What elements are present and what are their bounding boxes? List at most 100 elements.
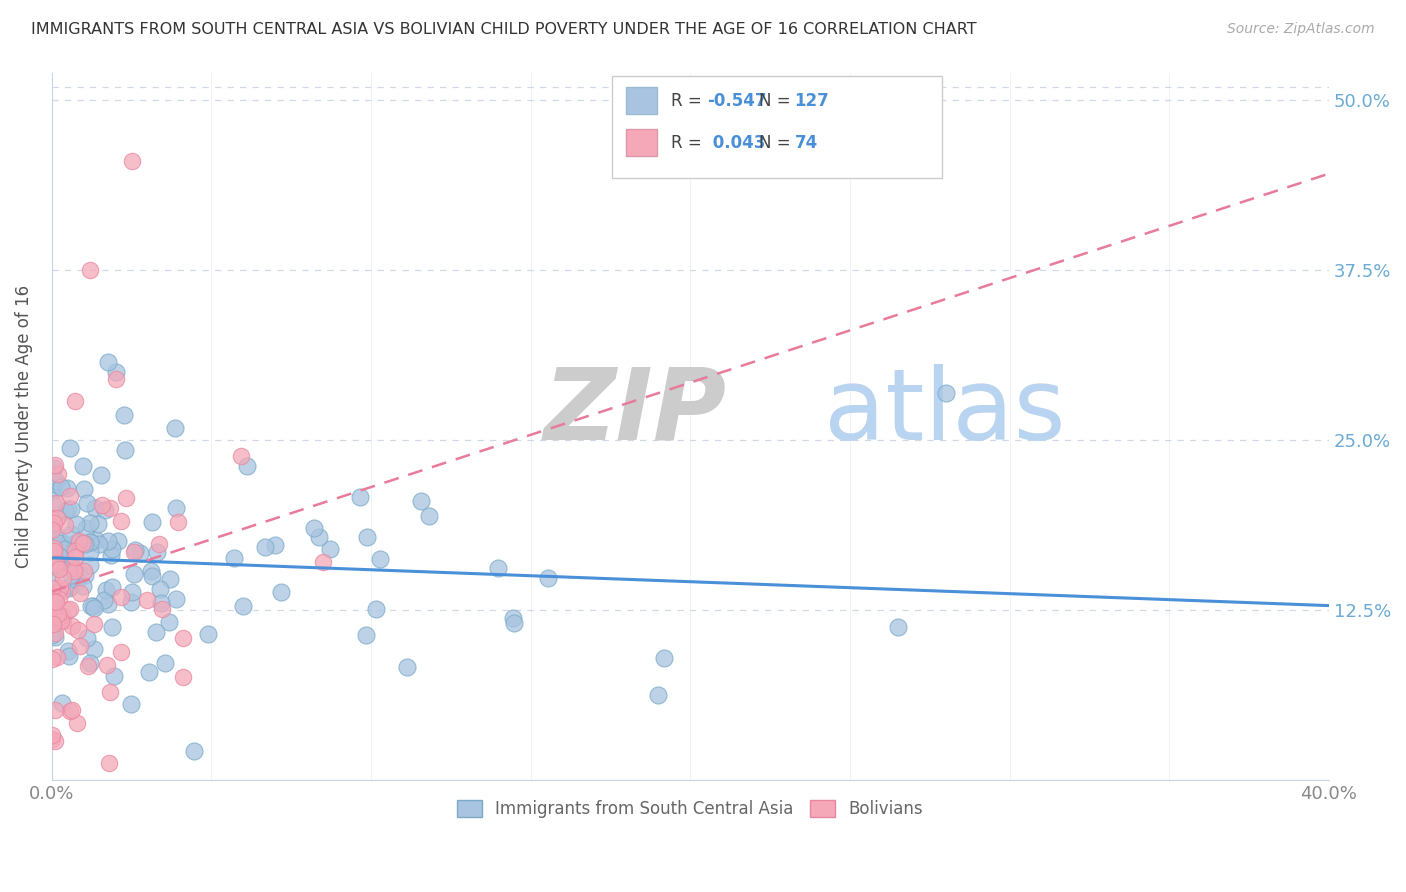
Point — [157, 615, 180, 629]
Point — [124, 545, 146, 559]
Point — [65, 516, 87, 531]
Point — [488, 560, 510, 574]
Point — [49, 581, 72, 595]
Point — [121, 585, 143, 599]
Point — [121, 154, 143, 169]
Point — [79, 534, 101, 549]
Point — [103, 669, 125, 683]
Point — [45, 649, 67, 664]
Point — [141, 569, 163, 583]
Point — [148, 537, 170, 551]
Point — [46, 607, 69, 622]
Point — [349, 491, 371, 505]
Point — [55, 481, 77, 495]
Point — [302, 521, 325, 535]
Point — [45, 595, 67, 609]
Point — [141, 515, 163, 529]
Point — [48, 562, 70, 576]
Point — [122, 567, 145, 582]
Point — [145, 545, 167, 559]
Point — [159, 572, 181, 586]
Point — [76, 631, 98, 645]
Point — [52, 571, 75, 585]
Point — [41, 483, 63, 498]
Point — [110, 590, 132, 604]
Point — [44, 476, 66, 491]
Point — [42, 588, 65, 602]
Point — [356, 530, 378, 544]
Point — [59, 526, 82, 541]
Point — [75, 521, 97, 535]
Point — [42, 544, 65, 558]
Point — [311, 555, 333, 569]
Point — [41, 652, 63, 666]
Point — [46, 584, 69, 599]
Point — [79, 534, 101, 549]
Point — [83, 641, 105, 656]
Point — [149, 596, 172, 610]
Point — [101, 580, 124, 594]
Point — [41, 468, 63, 483]
Point — [42, 594, 65, 608]
Point — [41, 628, 63, 642]
Point — [90, 499, 112, 513]
Point — [44, 626, 66, 640]
Point — [45, 529, 67, 543]
Point — [44, 458, 66, 472]
Point — [49, 480, 72, 494]
Point — [83, 616, 105, 631]
Point — [73, 482, 96, 496]
Point — [887, 620, 910, 634]
Point — [104, 372, 127, 386]
Point — [76, 496, 98, 510]
Point — [647, 688, 669, 702]
Point — [270, 585, 292, 599]
Point — [69, 536, 91, 550]
Point — [58, 603, 80, 617]
Point — [41, 517, 63, 532]
Point — [45, 496, 67, 510]
Point — [41, 523, 63, 537]
Point — [84, 533, 107, 547]
Point — [41, 581, 63, 595]
Point — [229, 449, 252, 463]
Point — [63, 564, 86, 578]
Point — [48, 535, 70, 549]
Point — [90, 467, 112, 482]
Point — [110, 514, 132, 528]
Text: -0.547: -0.547 — [707, 92, 766, 110]
Point — [67, 533, 90, 548]
Text: R =: R = — [671, 134, 707, 152]
Point — [141, 564, 163, 578]
Point — [60, 579, 83, 593]
Point — [110, 645, 132, 659]
Point — [79, 656, 101, 670]
Point — [145, 624, 167, 639]
Point — [58, 648, 80, 663]
Point — [107, 533, 129, 548]
Point — [46, 467, 69, 482]
Point — [58, 581, 80, 595]
Point — [97, 598, 120, 612]
Point — [69, 586, 91, 600]
Point — [93, 592, 115, 607]
Point — [138, 665, 160, 679]
Point — [51, 609, 73, 624]
Point — [60, 502, 83, 516]
Point — [59, 442, 82, 456]
Point — [56, 502, 79, 516]
Point — [65, 550, 87, 565]
Point — [83, 601, 105, 615]
Point — [46, 559, 69, 574]
Point — [75, 537, 97, 551]
Point — [72, 579, 94, 593]
Point — [224, 550, 246, 565]
Point — [120, 697, 142, 711]
Point — [42, 541, 65, 555]
Point — [51, 560, 73, 574]
Point — [101, 620, 124, 634]
Point — [60, 619, 83, 633]
Point — [97, 756, 120, 771]
Point — [66, 573, 89, 587]
Point — [41, 623, 63, 637]
